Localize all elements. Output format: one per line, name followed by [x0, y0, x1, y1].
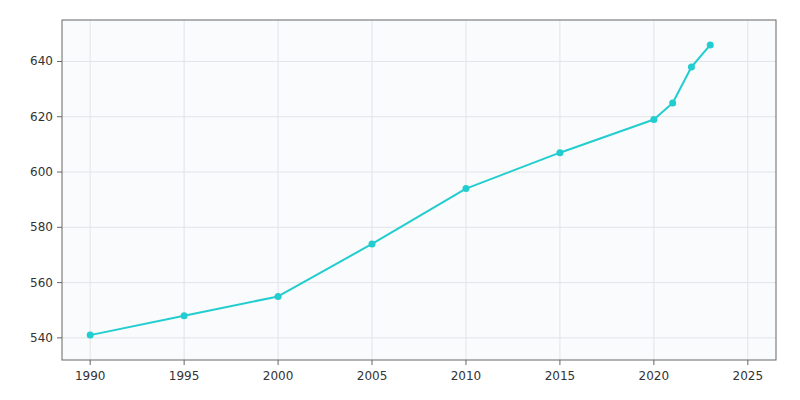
x-tick-label: 2015: [545, 369, 576, 383]
series-line: [90, 45, 710, 335]
x-tick-label: 2005: [357, 369, 388, 383]
plot-area: [62, 20, 776, 360]
data-point: [650, 116, 657, 123]
x-tick: [559, 360, 560, 365]
chart: 1990 1995 2000 2005 2010 2015 2020 2025 540 560 58…: [0, 0, 800, 400]
y-grid-line: [62, 337, 776, 338]
x-tick: [184, 360, 185, 365]
data-point: [181, 312, 188, 319]
y-tick-label: 620: [30, 110, 53, 124]
data-point: [369, 240, 376, 247]
x-tick: [653, 360, 654, 365]
x-tick: [278, 360, 279, 365]
x-grid-line: [278, 20, 279, 360]
y-tick-label: 540: [30, 331, 53, 345]
y-tick: [57, 282, 62, 283]
x-tick-label: 1990: [75, 369, 106, 383]
x-tick: [372, 360, 373, 365]
grid: [62, 20, 776, 360]
x-tick-label: 2025: [733, 369, 764, 383]
x-tick-label: 1995: [169, 369, 200, 383]
x-tick-label: 2020: [639, 369, 670, 383]
x-grid-line: [372, 20, 373, 360]
y-tick: [57, 116, 62, 117]
x-grid-line: [747, 20, 748, 360]
y-axis-ticks: 540 560 580 600 620 640: [30, 54, 62, 344]
y-grid-line: [62, 172, 776, 173]
x-grid-line: [559, 20, 560, 360]
data-point: [87, 332, 94, 339]
x-grid-line: [653, 20, 654, 360]
data-point: [707, 41, 714, 48]
plot-frame: [62, 20, 776, 360]
x-tick-label: 2000: [263, 369, 294, 383]
y-tick: [57, 61, 62, 62]
y-grid-line: [62, 227, 776, 228]
x-tick: [90, 360, 91, 365]
data-point: [462, 185, 469, 192]
x-grid-line: [184, 20, 185, 360]
y-tick-label: 600: [30, 165, 53, 179]
data-point: [688, 63, 695, 70]
page: {"chart_data": {"type": "line", "x": [19…: [0, 0, 800, 400]
x-tick: [747, 360, 748, 365]
y-tick: [57, 227, 62, 228]
y-tick: [57, 172, 62, 173]
chart-container: 1990 1995 2000 2005 2010 2015 2020 2025 540 560 58…: [0, 0, 800, 400]
y-tick-label: 560: [30, 276, 53, 290]
y-grid-line: [62, 282, 776, 283]
y-tick-label: 640: [30, 54, 53, 68]
data-point: [556, 149, 563, 156]
series: [87, 41, 714, 338]
x-grid-line: [90, 20, 91, 360]
data-point: [669, 99, 676, 106]
y-grid-line: [62, 116, 776, 117]
x-tick: [465, 360, 466, 365]
x-axis-ticks: 1990 1995 2000 2005 2010 2015 2020 2025: [75, 360, 763, 383]
data-point: [275, 293, 282, 300]
y-tick-label: 580: [30, 220, 53, 234]
y-tick: [57, 337, 62, 338]
x-tick-label: 2010: [451, 369, 482, 383]
y-grid-line: [62, 61, 776, 62]
